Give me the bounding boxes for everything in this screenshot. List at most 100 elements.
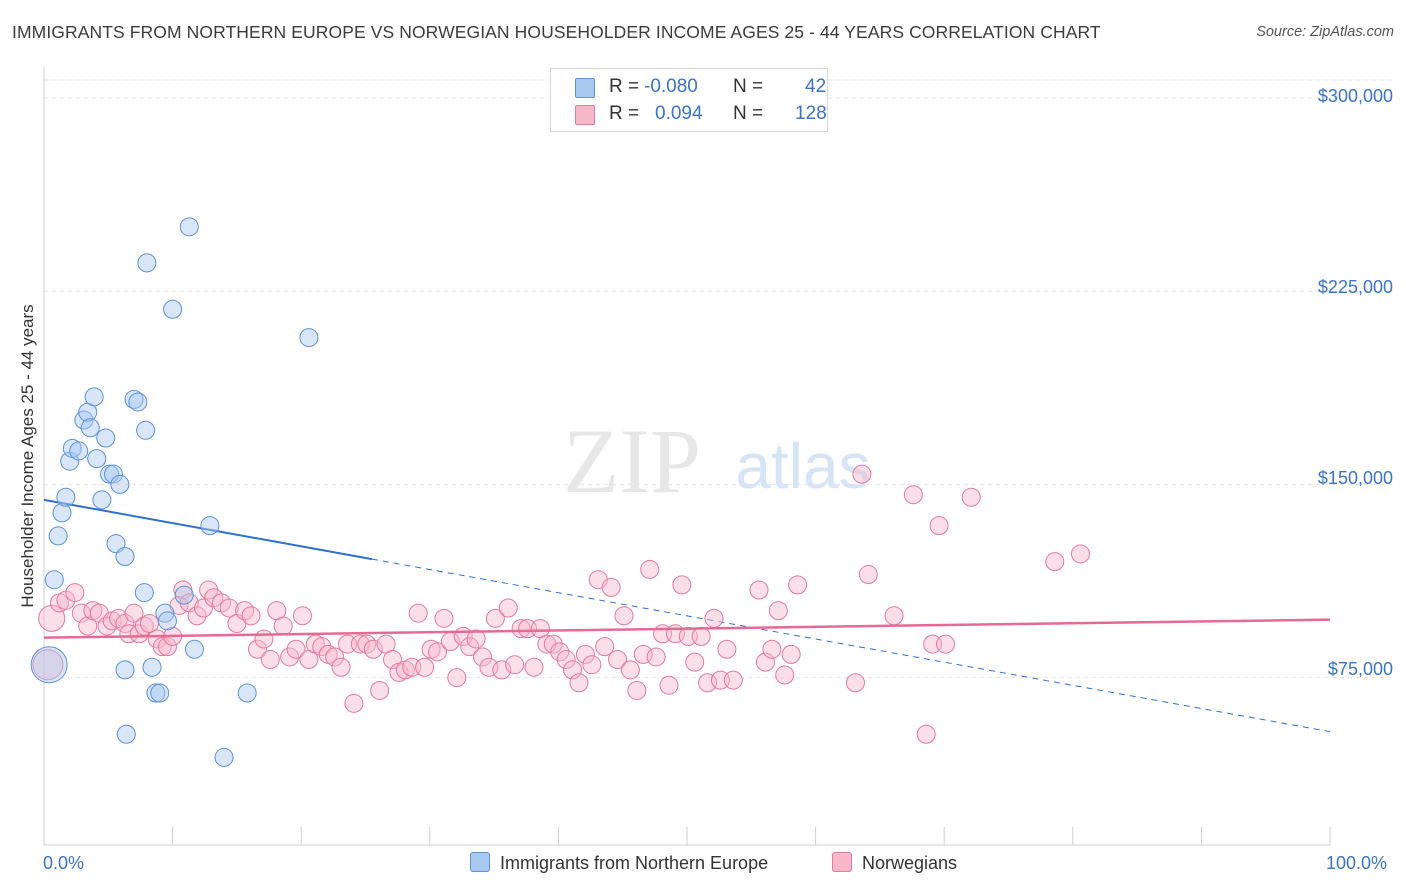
- bottom-legend-norwegians[interactable]: Norwegians: [832, 852, 957, 874]
- point-immigrants: [84, 387, 104, 407]
- point-norwegians: [78, 616, 98, 636]
- point-norwegians: [357, 634, 377, 654]
- point-immigrants: [137, 253, 157, 273]
- point-norwegians: [492, 660, 512, 680]
- point-norwegians: [858, 565, 878, 585]
- point-immigrants: [80, 418, 100, 438]
- point-norwegians: [569, 673, 589, 693]
- point-immigrants: [87, 449, 107, 469]
- legend-swatch-norwegians: [575, 105, 595, 125]
- legend-n-label: N =: [733, 76, 764, 97]
- point-norwegians: [749, 580, 769, 600]
- point-norwegians: [916, 724, 936, 744]
- point-norwegians: [109, 608, 129, 628]
- point-norwegians: [292, 606, 312, 626]
- point-norwegians: [344, 693, 364, 713]
- point-norwegians: [193, 598, 213, 618]
- correlation-legend: R = -0.080 N = 42 R = 0.094 N = 128: [550, 68, 828, 132]
- point-norwegians: [241, 606, 261, 626]
- point-immigrants: [116, 724, 136, 744]
- point-norwegians: [370, 680, 390, 700]
- point-norwegians: [543, 634, 563, 654]
- point-immigrants: [179, 217, 199, 237]
- legend-r-value: 0.094: [655, 103, 703, 124]
- point-norwegians: [704, 608, 724, 628]
- point-norwegians: [723, 670, 743, 690]
- trend-solid-immigrants: [43, 498, 373, 561]
- point-immigrants: [174, 585, 194, 605]
- points-immigrants: [30, 217, 319, 767]
- point-norwegians: [428, 642, 448, 662]
- point-norwegians: [447, 668, 467, 688]
- point-immigrants: [115, 547, 135, 567]
- points-norwegians: [32, 464, 1091, 744]
- point-immigrants: [200, 516, 220, 536]
- point-norwegians: [260, 650, 280, 670]
- point-norwegians: [505, 655, 525, 675]
- point-immigrants: [214, 747, 234, 767]
- trend-line-norwegians: [43, 618, 1331, 639]
- point-norwegians: [408, 603, 428, 623]
- point-norwegians: [620, 660, 640, 680]
- point-norwegians: [350, 634, 370, 654]
- point-immigrants: [128, 392, 148, 412]
- point-norwegians: [286, 639, 306, 659]
- legend-swatch-immigrants: [575, 78, 595, 98]
- point-norwegians: [640, 559, 660, 579]
- source-label: Source: ZipAtlas.com: [1256, 24, 1394, 40]
- point-norwegians: [280, 647, 300, 667]
- trend-solid-norwegians: [43, 618, 1331, 639]
- x-tick-max: 100.0%: [1326, 853, 1388, 873]
- point-norwegians: [466, 629, 486, 649]
- point-immigrants: [44, 570, 64, 590]
- bottom-legend-label-norwegians: Norwegians: [862, 853, 958, 873]
- bottom-legend-immigrants[interactable]: Immigrants from Northern Europe: [470, 852, 768, 874]
- point-immigrants: [155, 603, 175, 623]
- point-immigrants: [106, 534, 126, 554]
- point-norwegians: [961, 487, 981, 507]
- point-norwegians: [884, 606, 904, 626]
- point-norwegians: [312, 637, 332, 657]
- bottom-legend-swatch-norwegians: [832, 852, 852, 872]
- point-norwegians: [1071, 544, 1091, 564]
- point-norwegians: [119, 624, 139, 644]
- legend-n-label: N =: [733, 103, 764, 124]
- trend-dashed-immigrants: [371, 558, 1331, 733]
- point-norwegians: [659, 675, 679, 695]
- point-immigrants: [96, 428, 116, 448]
- point-immigrants: [56, 487, 76, 507]
- point-norwegians: [550, 642, 570, 662]
- legend-r-label: R =: [609, 76, 640, 97]
- point-immigrants: [52, 503, 72, 523]
- y-axis-label: Householder Income Ages 25 - 44 years: [18, 304, 37, 608]
- point-norwegians: [485, 608, 505, 628]
- point-immigrants: [142, 657, 162, 677]
- point-norwegians: [273, 616, 293, 636]
- bottom-legend-label-immigrants: Immigrants from Northern Europe: [500, 853, 769, 873]
- point-norwegians: [762, 639, 782, 659]
- point-norwegians: [575, 644, 595, 664]
- point-norwegians: [460, 637, 480, 657]
- point-norwegians: [247, 639, 267, 659]
- point-norwegians: [1045, 552, 1065, 572]
- y-tick-75000: $75,000: [1327, 659, 1393, 679]
- point-norwegians: [775, 665, 795, 685]
- point-norwegians: [929, 516, 949, 536]
- point-immigrants: [92, 490, 112, 510]
- point-immigrants: [299, 328, 319, 348]
- y-tick-225000: $225,000: [1317, 277, 1393, 297]
- point-norwegians: [608, 650, 628, 670]
- watermark-zip: ZIP: [563, 410, 701, 512]
- point-immigrants: [237, 683, 257, 703]
- point-norwegians: [473, 647, 493, 667]
- legend-r-label: R =: [609, 103, 640, 124]
- point-norwegians: [152, 637, 172, 657]
- point-immigrants: [30, 646, 68, 684]
- point-immigrants: [184, 639, 204, 659]
- point-norwegians: [157, 637, 177, 657]
- point-norwegians: [363, 639, 383, 659]
- point-immigrants: [136, 420, 156, 440]
- legend-n-value: 128: [795, 103, 827, 124]
- point-norwegians: [646, 647, 666, 667]
